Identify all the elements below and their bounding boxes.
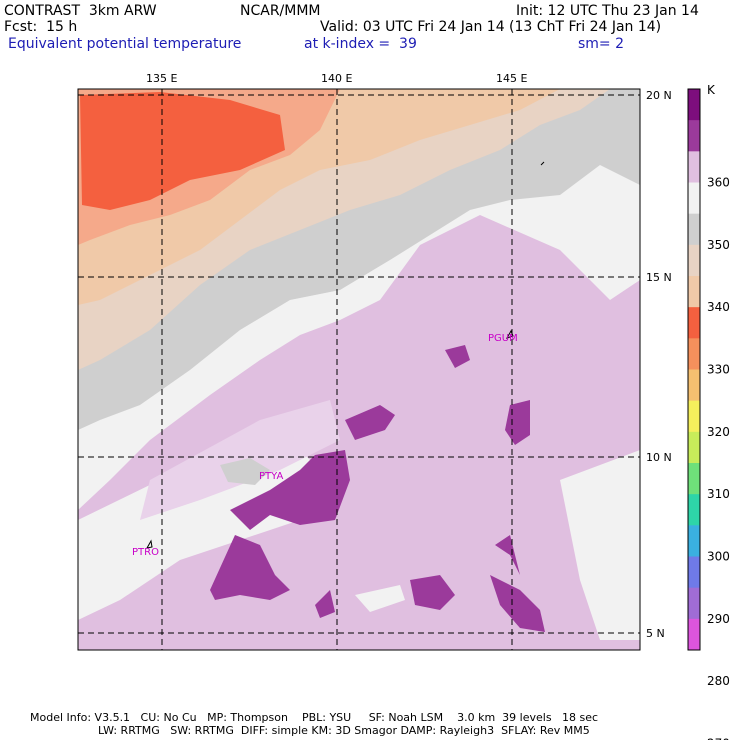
colorbar-unit: K [707, 83, 716, 97]
colorbar-swatch [688, 618, 700, 651]
colorbar-swatch [688, 369, 700, 402]
station-label: PTRO [132, 547, 159, 558]
station-label: PGUM [488, 333, 518, 344]
colorbar-swatch [688, 338, 700, 370]
lat-label: 10 N [646, 451, 672, 464]
island-outline [540, 161, 545, 166]
colorbar-swatch [688, 244, 700, 277]
map-plot-area [78, 89, 640, 650]
colorbar-tick-label: 330 [707, 363, 730, 377]
colorbar-swatch [688, 431, 700, 464]
colorbar-tick-label: 290 [707, 612, 730, 626]
smoothing-info: sm= 2 [578, 36, 625, 52]
graticule [78, 89, 640, 650]
colorbar-tick-label: 270 [707, 737, 730, 740]
field-name: Equivalent potential temperature [8, 36, 242, 52]
init-time: Init: 12 UTC Thu 23 Jan 14 [516, 3, 699, 19]
lat-label: 15 N [646, 271, 672, 284]
lat-label: 5 N [646, 627, 665, 640]
colorbar-tick-label: 280 [707, 674, 730, 688]
lon-label: 145 E [496, 72, 527, 85]
colorbar-frame [687, 88, 701, 651]
map-frame [77, 88, 641, 651]
station-label: PTYA [259, 471, 283, 482]
colorbar-swatch [688, 182, 700, 215]
colorbar-tick-label: 300 [707, 550, 730, 564]
color-bar [687, 88, 701, 651]
organization: NCAR/MMM [240, 3, 321, 19]
colorbar-swatch [688, 587, 700, 620]
colorbar-tick-label: 310 [707, 487, 730, 501]
colorbar-swatch [688, 494, 700, 526]
colorbar-swatch [688, 307, 700, 339]
model-info-line1: Model Info: V3.5.1 CU: No Cu MP: Thompso… [30, 711, 599, 724]
forecast-hour: Fcst: 15 h [4, 19, 78, 35]
lon-label: 135 E [146, 72, 177, 85]
colorbar-swatch [688, 463, 700, 495]
valid-time: Valid: 03 UTC Fri 24 Jan 14 (13 ChT Fri … [320, 19, 662, 35]
palau-outline [146, 539, 153, 549]
level-info: at k-index = 39 [304, 36, 417, 52]
colorbar-swatch [688, 556, 700, 589]
colorbar-swatch [688, 120, 700, 152]
colorbar-tick-label: 350 [707, 238, 730, 252]
colorbar-swatch [688, 400, 700, 433]
colorbar-tick-label: 340 [707, 300, 730, 314]
lat-label: 20 N [646, 89, 672, 102]
colorbar-tick-label: 360 [707, 176, 730, 190]
colorbar-swatch [688, 213, 700, 246]
colorbar-swatch [688, 89, 700, 121]
guam-outline [505, 329, 514, 339]
lon-label: 140 E [321, 72, 352, 85]
model-title: CONTRAST 3km ARW [4, 3, 157, 19]
colorbar-swatch [688, 276, 700, 308]
colorbar-swatch [688, 525, 700, 557]
colorbar-swatch [688, 151, 700, 183]
colorbar-tick-label: 320 [707, 425, 730, 439]
model-info-line2: LW: RRTMG SW: RRTMG DIFF: simple KM: 3D … [98, 724, 590, 737]
